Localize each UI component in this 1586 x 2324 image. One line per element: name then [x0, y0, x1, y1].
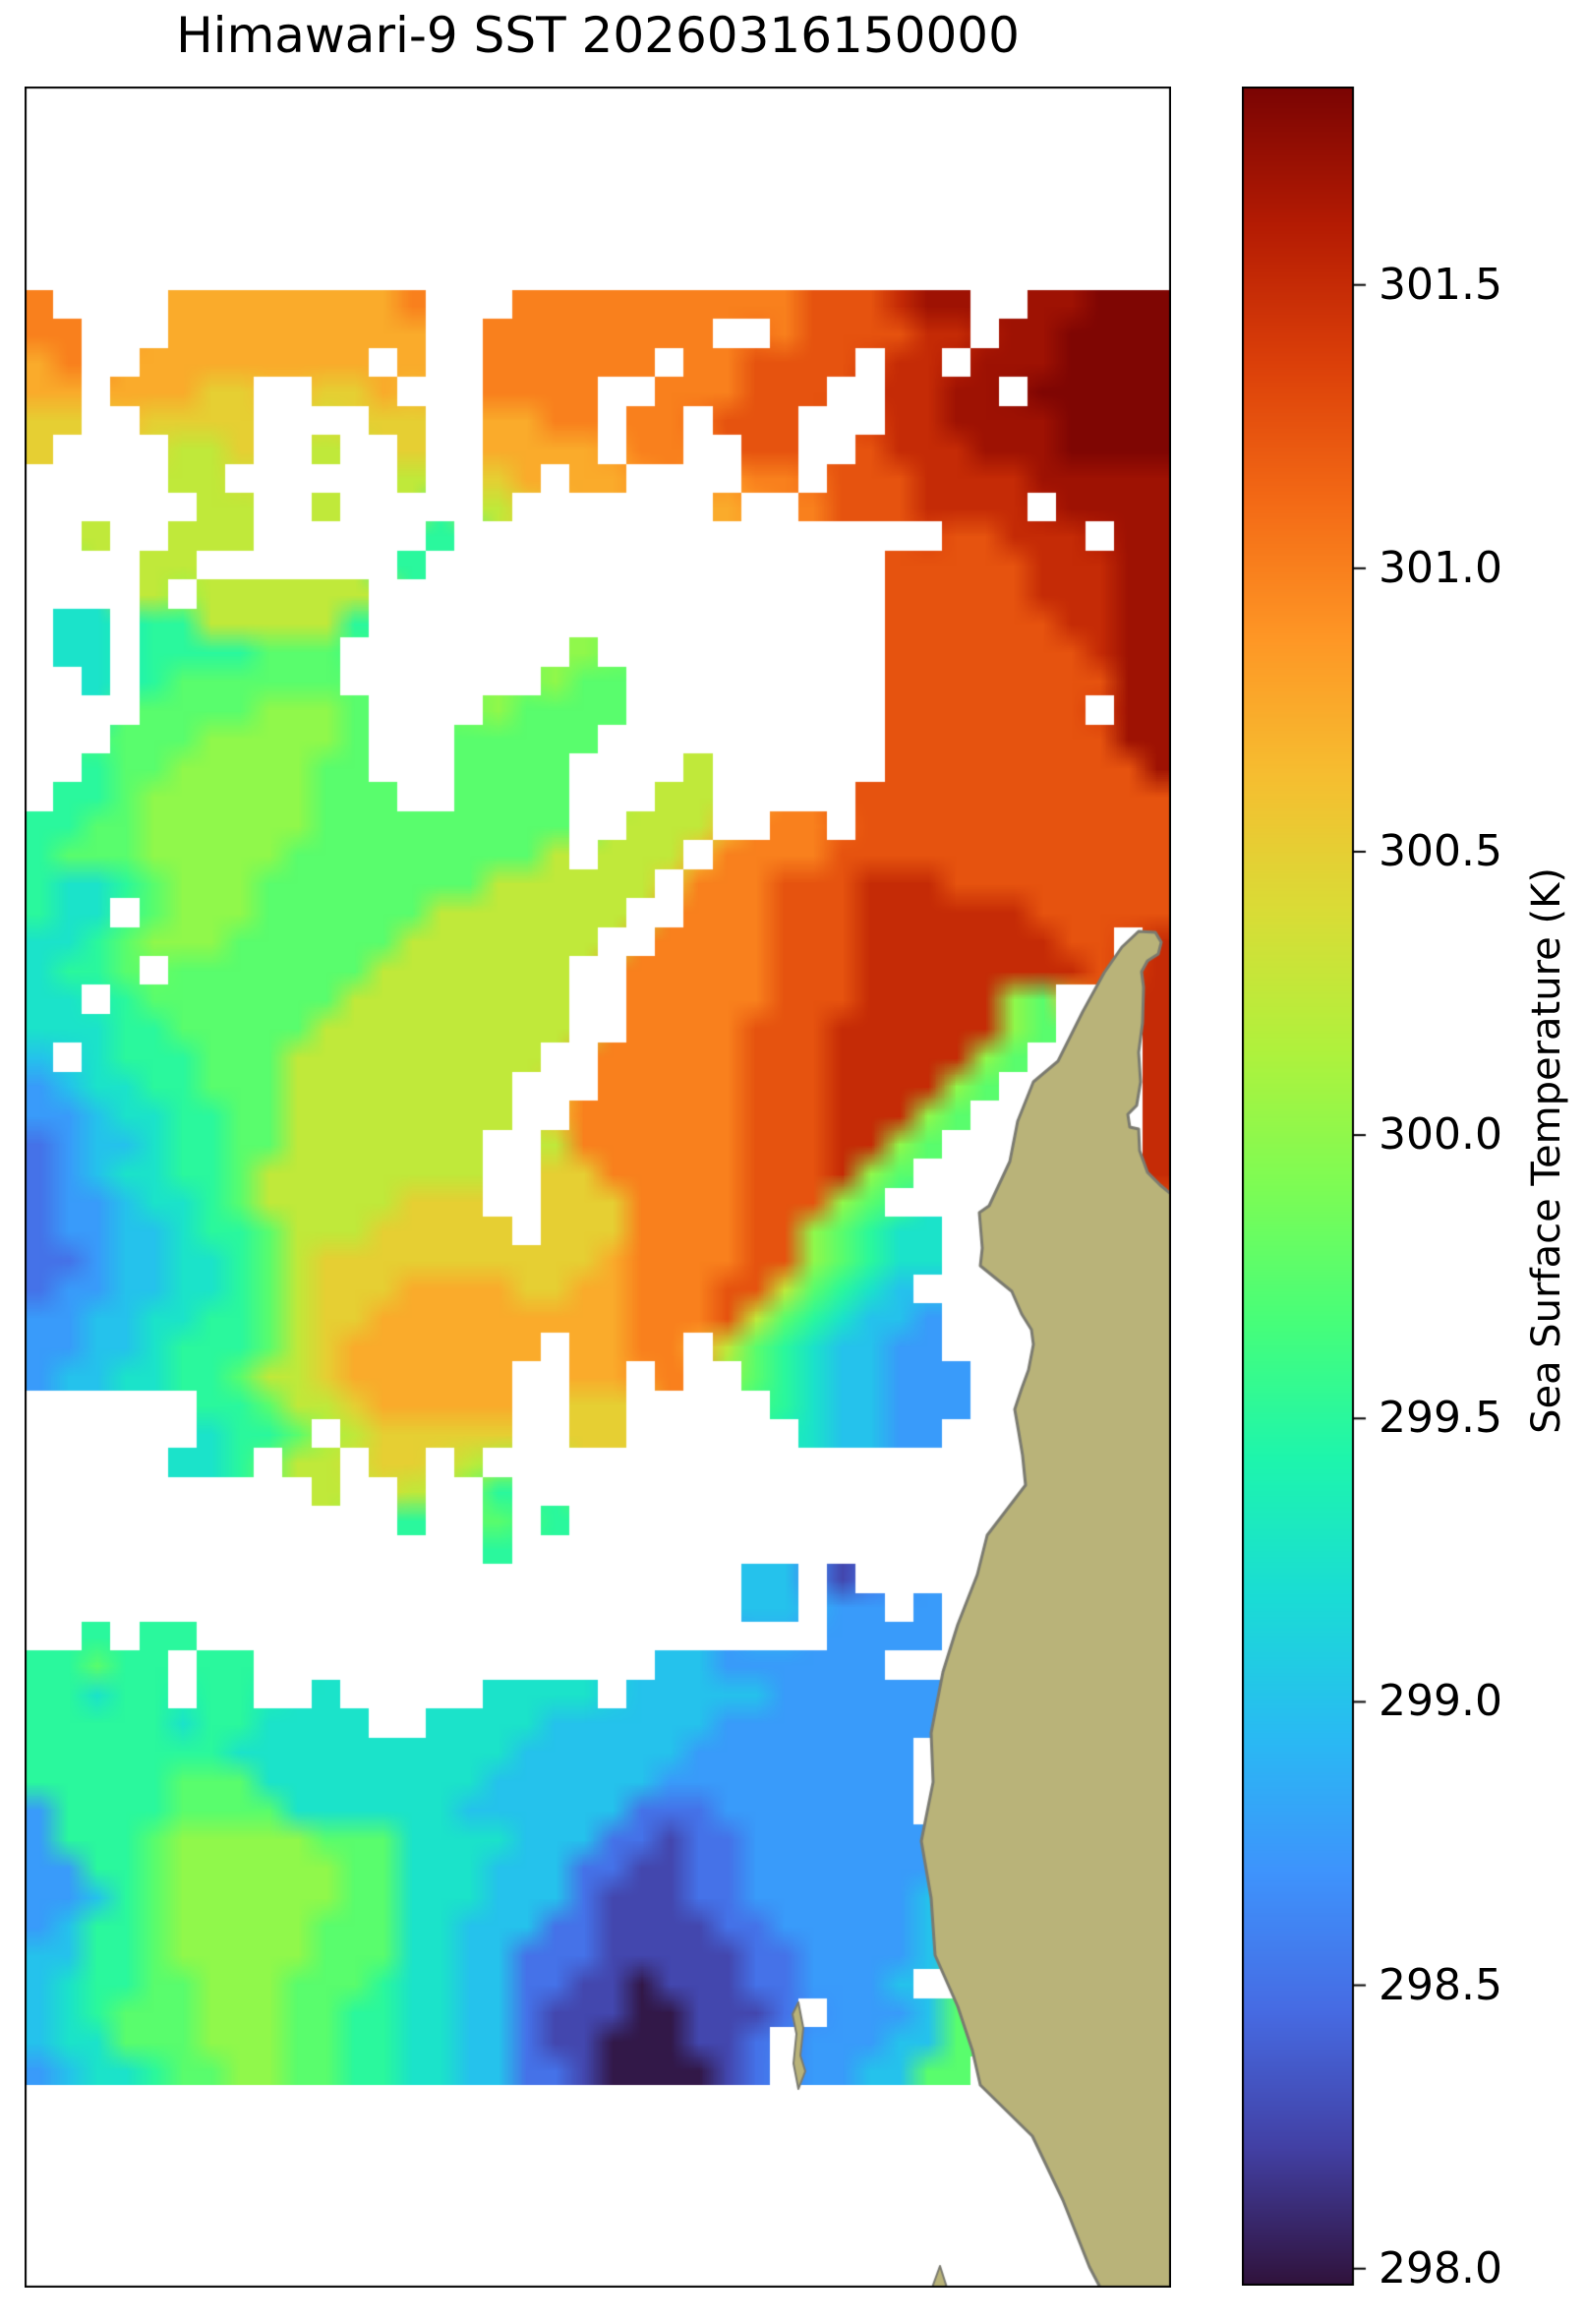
colorbar-tick-label: 301.5	[1379, 259, 1502, 310]
plot-title: Himawari-9 SST 20260316150000	[176, 7, 1020, 64]
colorbar-tick-label: 299.5	[1379, 1393, 1502, 1444]
colorbar-tick-label: 299.0	[1379, 1676, 1502, 1727]
sst-map-canvas	[25, 87, 1171, 2288]
colorbar-tick-label: 298.5	[1379, 1959, 1502, 2010]
colorbar-tick-label: 298.0	[1379, 2242, 1502, 2294]
colorbar-tick-label: 300.5	[1379, 825, 1502, 876]
colorbar-canvas	[1242, 87, 1372, 2286]
colorbar-tick-label: 300.0	[1379, 1109, 1502, 1161]
colorbar-axis-label: Sea Surface Temperature (K)	[1524, 867, 1569, 1434]
colorbar-tick-label: 301.0	[1379, 542, 1502, 593]
